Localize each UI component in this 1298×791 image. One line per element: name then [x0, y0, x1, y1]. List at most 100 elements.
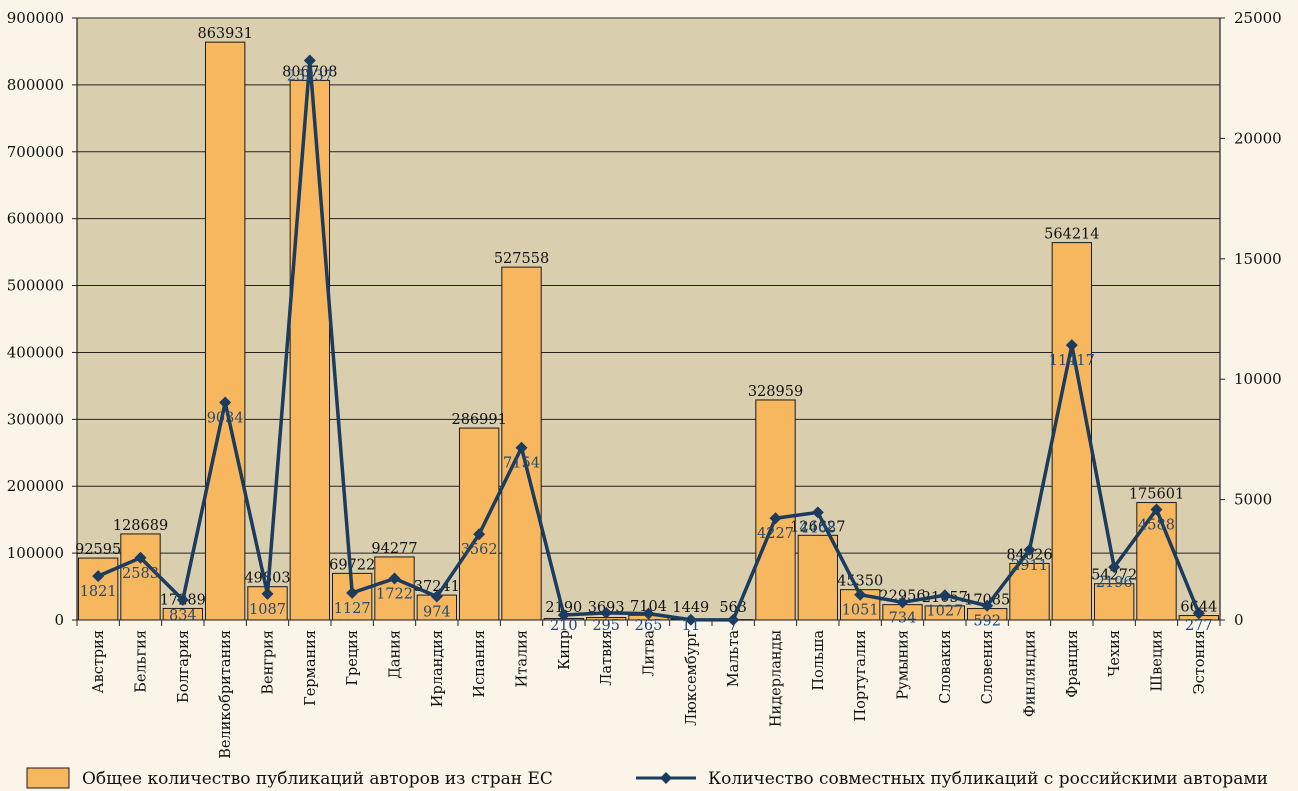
- line-series: [92, 54, 1205, 626]
- bar-value-label-3: 863931: [197, 26, 252, 42]
- line-marker-10: [515, 441, 528, 454]
- category-label-14: Люксембург: [684, 630, 700, 726]
- category-label-25: Швеция: [1150, 630, 1166, 691]
- category-label-10: Италия: [515, 630, 531, 687]
- line-value-label-5: 23237: [287, 68, 333, 84]
- legend-bar-swatch: [26, 767, 70, 789]
- bar-2: [162, 607, 204, 621]
- bar-value-label-24: 54272: [1091, 568, 1137, 584]
- category-label-11: Кипр: [557, 630, 573, 670]
- line-marker-14: [684, 613, 697, 626]
- y-tick-label-right-1: 5000: [1234, 491, 1272, 509]
- line-value-label-2: 834: [169, 608, 197, 624]
- bar-7: [374, 556, 415, 621]
- bar-value-label-7: 94277: [371, 541, 417, 557]
- bar-value-label-18: 45350: [837, 574, 883, 590]
- bar-17: [797, 534, 839, 621]
- y-tick-label-left-1: 100000: [7, 544, 64, 562]
- legend-line-label: Количество совместных публикаций с росси…: [708, 769, 1268, 789]
- line-value-label-10: 7154: [503, 456, 540, 472]
- category-label-24: Чехия: [1107, 630, 1123, 677]
- y-tick-label-left-8: 800000: [7, 76, 64, 94]
- category-label-9: Испания: [472, 630, 488, 698]
- line-value-label-0: 1821: [80, 584, 117, 600]
- line-value-label-12: 295: [592, 618, 620, 634]
- line-marker-7: [388, 572, 401, 585]
- line-value-label-20: 1027: [926, 603, 963, 619]
- category-label-7: Дания: [388, 630, 404, 679]
- category-labels: Австрия Бельгия Болгария Великобритания Венг…: [91, 630, 1208, 759]
- line-value-label-21: 592: [973, 614, 1001, 630]
- y-tick-label-left-3: 300000: [7, 410, 64, 428]
- axes: [76, 18, 1221, 626]
- category-label-16: Нидерланды: [769, 630, 785, 728]
- y-tick-label-left-4: 400000: [7, 343, 64, 361]
- category-label-26: Эстония: [1192, 630, 1208, 694]
- bar-value-label-9: 286991: [451, 412, 506, 428]
- line-marker-0: [92, 570, 105, 583]
- y-tick-label-left-5: 500000: [7, 277, 64, 295]
- category-label-4: Венгрия: [261, 630, 277, 695]
- bar-5: [289, 79, 331, 621]
- line-value-label-7: 1722: [376, 587, 413, 603]
- category-label-5: Германия: [303, 630, 319, 706]
- line-marker-1: [134, 551, 147, 564]
- line-marker-18: [854, 588, 867, 601]
- y-tick-label-right-2: 10000: [1234, 370, 1282, 388]
- bar-23: [1051, 242, 1093, 621]
- line-value-label-1: 2583: [122, 566, 159, 582]
- line-value-label-9: 3562: [461, 542, 498, 558]
- category-label-17: Польша: [811, 630, 827, 691]
- category-label-12: Латвия: [599, 630, 615, 686]
- line-marker-15: [727, 613, 740, 626]
- line-value-label-13: 265: [635, 618, 663, 634]
- bar-value-label-17: 126627: [790, 519, 845, 535]
- bar-24: [1093, 583, 1135, 621]
- bar-value-label-6: 69722: [329, 557, 375, 573]
- line-marker-24: [1108, 561, 1121, 574]
- category-label-22: Финляндия: [1023, 630, 1039, 717]
- line-data-labels: 1821 2583 834 9034 1087 23237 1127 1722 974 3562 7…: [80, 68, 1213, 634]
- line-value-label-8: 974: [423, 605, 451, 621]
- bar-22: [1009, 562, 1050, 621]
- line-marker-2: [176, 593, 189, 606]
- category-label-15: Мальта: [726, 630, 742, 688]
- y-tick-label-left-7: 700000: [7, 143, 64, 161]
- y-tick-label-left-2: 200000: [7, 477, 64, 495]
- line-marker-3: [219, 396, 232, 409]
- category-label-0: Австрия: [91, 630, 107, 693]
- line-marker-12: [600, 606, 613, 619]
- line-marker-4: [261, 587, 274, 600]
- legend: Общее количество публикаций авторов из с…: [26, 767, 1268, 789]
- category-label-8: Ирландия: [430, 630, 446, 707]
- category-label-6: Греция: [345, 630, 361, 686]
- line-marker-21: [981, 599, 994, 612]
- y-axis-right-ticks: 0 5000 10000 15000 20000 25000: [1220, 9, 1282, 629]
- bar-4: [247, 586, 288, 621]
- bar-value-label-14: 1449: [672, 600, 709, 616]
- bar-9: [458, 427, 500, 621]
- line-marker-6: [346, 586, 359, 599]
- line-value-label-23: 11417: [1049, 353, 1095, 369]
- line-marker-5: [303, 54, 316, 67]
- line-marker-11: [557, 608, 570, 621]
- y-tick-label-left-0: 0: [54, 611, 64, 629]
- line-value-label-22: 2911: [1011, 558, 1048, 574]
- category-label-2: Болгария: [176, 630, 192, 703]
- bars: [77, 41, 1220, 621]
- bar-value-label-1: 128689: [113, 518, 168, 534]
- line-value-label-14: 11: [682, 618, 700, 634]
- bar-1: [120, 533, 161, 621]
- y-tick-label-left-9: 900000: [7, 9, 64, 27]
- line-marker-26: [1192, 607, 1205, 620]
- bar-value-label-10: 527558: [494, 251, 549, 267]
- line-marker-13: [642, 607, 655, 620]
- y-tick-label-right-4: 20000: [1234, 129, 1282, 147]
- category-label-1: Бельгия: [134, 630, 150, 693]
- line-value-label-4: 1087: [249, 602, 286, 618]
- category-label-18: Португалия: [853, 630, 869, 721]
- category-label-13: Литва: [642, 630, 658, 677]
- y-tick-label-right-3: 15000: [1234, 250, 1282, 268]
- line-marker-20: [938, 589, 951, 602]
